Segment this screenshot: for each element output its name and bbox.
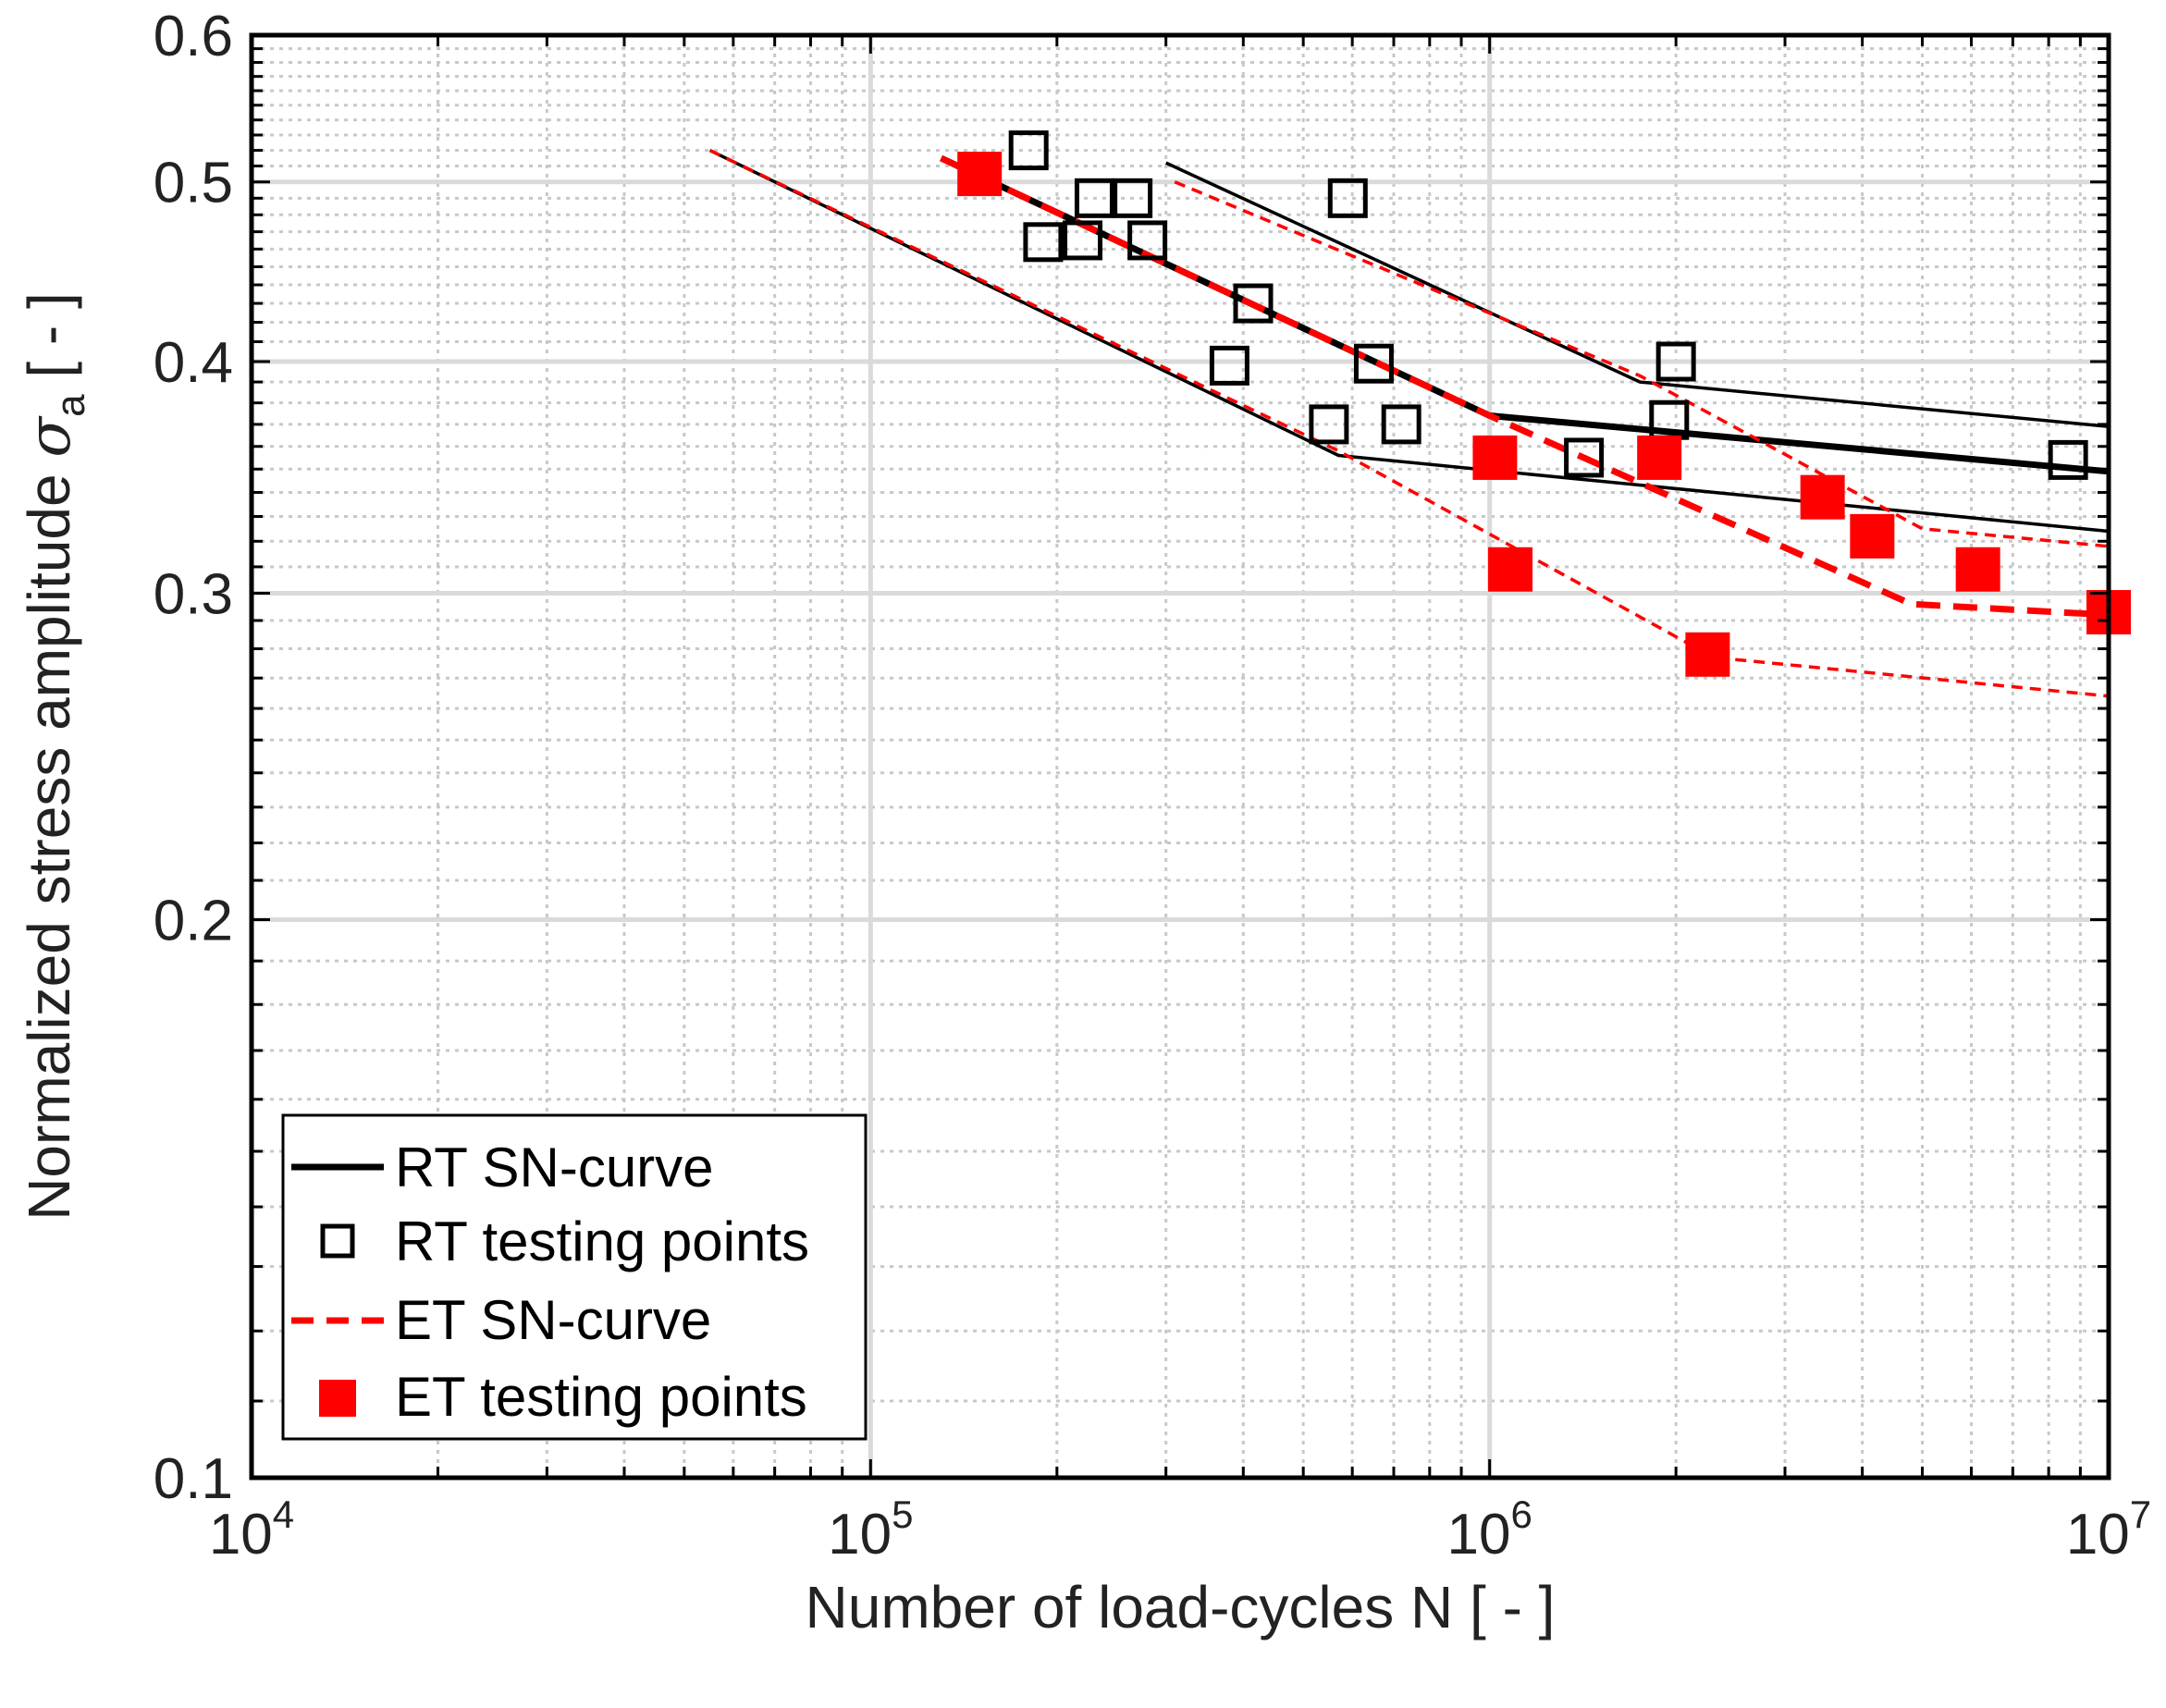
legend: RT SN-curve RT testing points ET SN-curv… (281, 1113, 868, 1441)
rt-testing-point (1381, 404, 1421, 445)
rt-testing-point (1209, 345, 1249, 386)
x-axis-title: Number of load-cycles N [ - ] (806, 1574, 1556, 1640)
rt-testing-point (1127, 220, 1168, 261)
axes-box (249, 32, 2111, 1481)
legend-label-et-curve: ET SN-curve (395, 1289, 711, 1351)
rt-testing-point (1074, 178, 1114, 218)
rt-testing-point (1023, 222, 1064, 263)
y-tick-label: 0.4 (154, 331, 233, 395)
rt-testing-point (1353, 343, 1394, 384)
x-tick-label: 107 (2066, 1493, 2151, 1567)
et-testing-point (1472, 435, 1518, 480)
y-axis-title-subscript: a (48, 394, 93, 417)
y-tick-label: 0.3 (154, 562, 233, 626)
x-tick-exponent: 7 (2130, 1493, 2151, 1536)
y-tick-label: 0.1 (154, 1447, 233, 1511)
et-testing-point (1800, 474, 1845, 520)
x-tick-label: 106 (1447, 1493, 1532, 1567)
legend-label-rt-points: RT testing points (395, 1210, 809, 1272)
et-testing-point (957, 152, 1003, 197)
et-testing-point (1850, 513, 1895, 559)
x-tick-base: 10 (2066, 1503, 2130, 1567)
data-series (708, 130, 2131, 698)
legend-swatch-et-points (319, 1380, 356, 1417)
rt-testing-point (1113, 178, 1153, 218)
y-axis-title: Normalized stress amplitude σa [ - ] (16, 292, 93, 1221)
et-testing-point (1685, 632, 1730, 677)
legend-label-rt-curve: RT SN-curve (395, 1137, 714, 1198)
legend-swatch-rt-points (320, 1223, 355, 1259)
x-tick-label: 104 (209, 1493, 294, 1567)
rt-testing-point (1063, 220, 1103, 261)
y-axis-title-symbol: σ (16, 415, 84, 458)
rt-testing-point (1233, 283, 1274, 324)
y-tick-label: 0.6 (154, 5, 233, 68)
y-axis-title-tail: [ - ] (16, 292, 82, 394)
x-tick-base: 10 (1447, 1503, 1511, 1567)
y-tick-label: 0.2 (154, 890, 233, 953)
rt-testing-point (1008, 130, 1049, 171)
x-tick-base: 10 (828, 1503, 892, 1567)
rt-testing-point (1564, 437, 1605, 478)
series-line-rt-sn-curve-upper-band (1164, 161, 2110, 429)
y-tick-label: 0.5 (154, 152, 233, 215)
axes-frame (249, 32, 2111, 1481)
x-tick-base: 10 (209, 1503, 273, 1567)
x-tick-labels: 104 105 106 107 (209, 1493, 2151, 1567)
rt-testing-point (2048, 439, 2088, 480)
x-tick-label: 105 (828, 1493, 913, 1567)
rt-testing-point (1309, 404, 1349, 445)
x-tick-exponent: 4 (273, 1493, 294, 1536)
rt-testing-point (1327, 178, 1368, 218)
rt-testing-point (1655, 341, 1696, 382)
x-tick-exponent: 6 (1510, 1493, 1532, 1536)
legend-label-et-points: ET testing points (395, 1366, 807, 1428)
et-testing-point (1488, 547, 1533, 592)
series-line-et-sn-curve (940, 154, 2110, 619)
et-testing-point (1955, 547, 2000, 592)
y-tick-labels: 0.1 0.2 0.3 0.4 0.5 0.6 (154, 5, 233, 1511)
et-testing-point (1637, 435, 1682, 480)
y-axis-title-main: Normalized stress amplitude (16, 458, 82, 1221)
x-tick-exponent: 5 (892, 1493, 913, 1536)
